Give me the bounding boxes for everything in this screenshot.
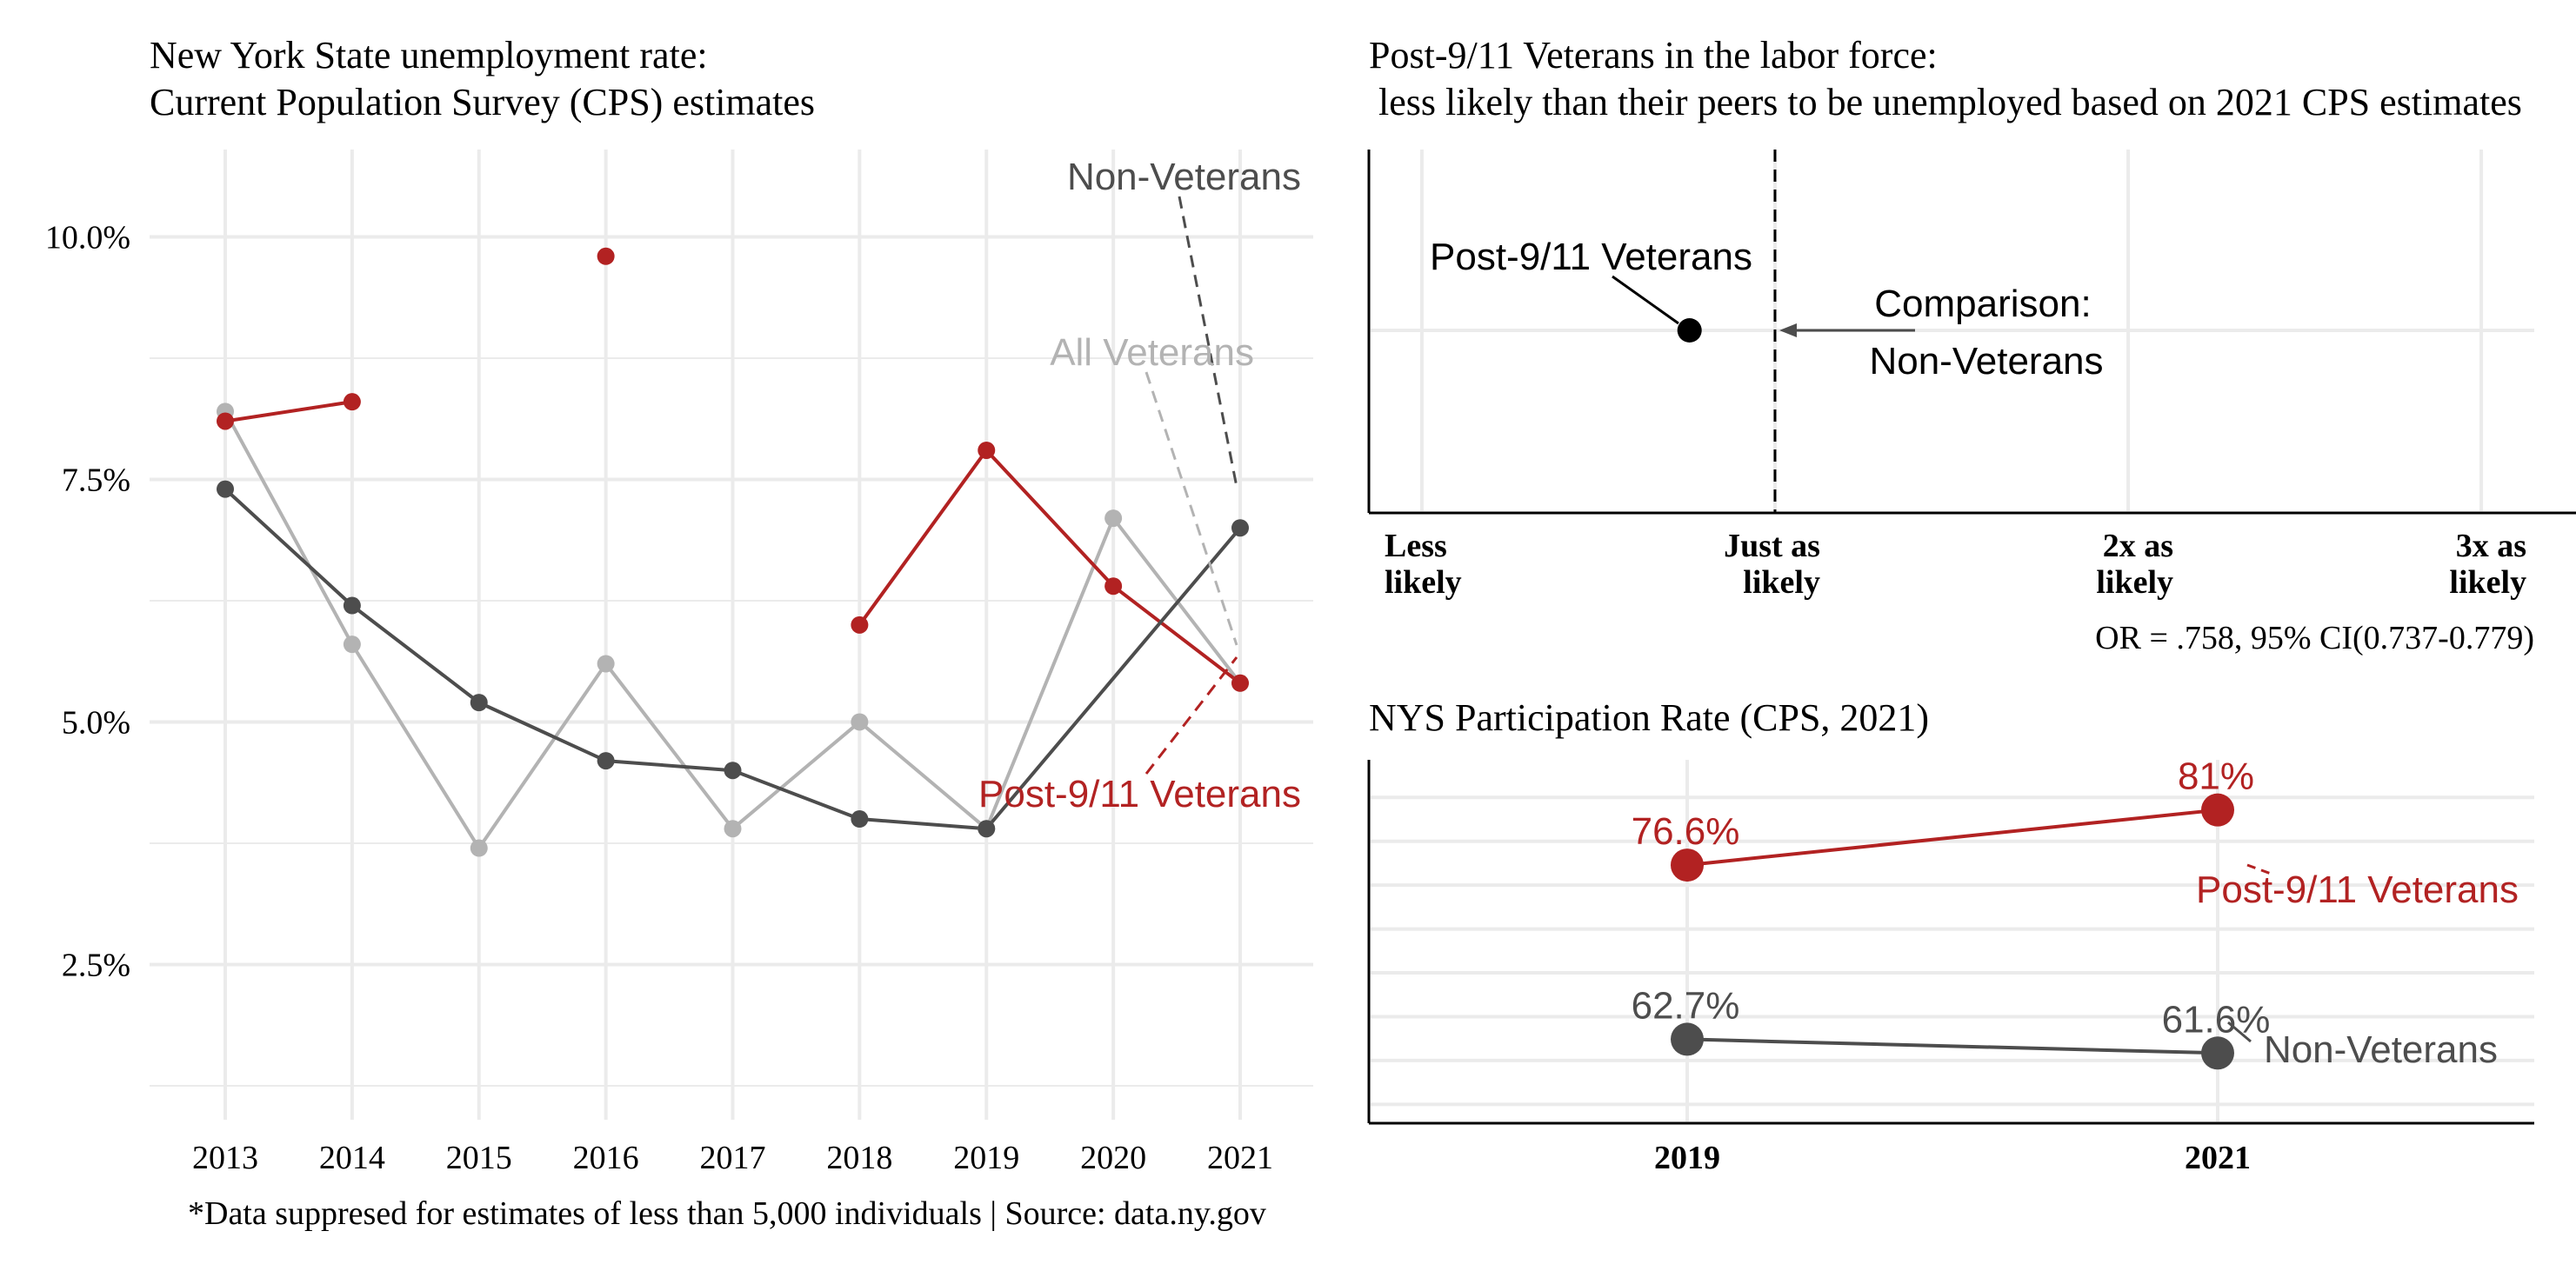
x-tick-label-line1: 2x as [2103, 528, 2173, 564]
post-9-11-veterans-point [597, 247, 615, 265]
non-veterans-participation-point [1671, 1022, 1704, 1056]
unemployment-panel: New York State unemployment rate: Curren… [45, 34, 1313, 1232]
post911-series-label: Post-9/11 Veterans [978, 773, 1301, 815]
unemployment-x-ticks: 2013 2014 2015 2016 2017 2018 2019 2020 2021 [192, 1140, 1273, 1176]
participation-value-labels: 76.6% 81% 62.7% 61.6% [1632, 755, 2271, 1041]
x-tick-label-line2: likely [1385, 564, 1462, 601]
all-veterans-series-label: All Veterans [1050, 331, 1254, 374]
participation-panel: NYS Participation Rate (CPS, 2021) 2019 2… [1367, 696, 2534, 1176]
unemployment-subtitle: Current Population Survey (CPS) estimate… [150, 81, 815, 123]
x-tick-label: 2021 [1207, 1140, 1273, 1176]
participation-x-ticks: 2019 2021 [1654, 1140, 2251, 1176]
x-tick-label-line2: likely [1743, 564, 1820, 601]
x-tick-label: 2014 [319, 1140, 385, 1176]
post-9-11-veterans-point [217, 412, 234, 430]
odds-ratio-title: Post-9/11 Veterans in the labor force: [1369, 34, 1938, 77]
y-tick-label: 5.0% [62, 704, 130, 741]
non-veterans-participation-series-label: Non-Veterans [2264, 1028, 2498, 1071]
unemployment-series-points [217, 247, 1249, 857]
x-tick-label: 2019 [953, 1140, 1019, 1176]
non-veterans-participation-line [1686, 1037, 2219, 1055]
post-9-11-veterans-line [858, 448, 1242, 685]
post911-leader-line [1145, 656, 1238, 775]
post-9-11-veterans-odds-point [1677, 318, 1702, 343]
unemployment-grid [150, 150, 1313, 1120]
x-tick-label: 2015 [446, 1140, 512, 1176]
non-veterans-point [851, 810, 869, 828]
post-9-11-veterans-value-label: 76.6% [1632, 810, 1740, 853]
non-veterans-leader-line [1178, 196, 1238, 488]
unemployment-title: New York State unemployment rate: [150, 34, 708, 77]
x-tick-label: 2013 [192, 1140, 258, 1176]
post-9-11-veterans-point [851, 616, 869, 634]
participation-series-points [1671, 793, 2234, 1070]
non-veterans-point [724, 762, 742, 780]
non-veterans-series-label: Non-Veterans [1067, 156, 1301, 198]
x-tick-label: 2021 [2185, 1140, 2251, 1176]
all-veterans-point [724, 820, 742, 838]
participation-grid [1371, 760, 2534, 1121]
unemployment-caption: *Data suppresed for estimates of less th… [188, 1195, 1266, 1232]
y-tick-label: 2.5% [62, 947, 130, 983]
participation-title: NYS Participation Rate (CPS, 2021) [1369, 696, 1929, 739]
odds-ratio-points [1677, 318, 1702, 343]
participation-series-lines [1686, 808, 2219, 1055]
x-tick-label-line2: likely [2096, 564, 2173, 601]
all-veterans-point [597, 655, 615, 673]
non-veterans-point [343, 596, 361, 615]
comparison-arrow-head [1779, 323, 1797, 337]
non-veterans-point [1231, 519, 1249, 537]
non-veterans-point [217, 480, 234, 498]
all-veterans-point [470, 839, 488, 857]
odds-ratio-panel: Post-9/11 Veterans in the labor force: l… [1367, 34, 2576, 656]
non-veterans-participation-leader [2227, 1021, 2252, 1043]
post911-participation-leader [2246, 863, 2274, 876]
post911-point-label: Post-9/11 Veterans [1430, 236, 1752, 278]
x-tick-label: 2017 [700, 1140, 766, 1176]
x-tick-label-line2: likely [2449, 564, 2526, 601]
non-veterans-participation-point [2201, 1036, 2234, 1070]
all-veterans-point [343, 636, 361, 654]
post-9-11-veterans-line [224, 400, 353, 423]
unemployment-y-ticks: 2.5% 5.0% 7.5% 10.0% [45, 219, 130, 983]
odds-ratio-subtitle: less likely than their peers to be unemp… [1369, 81, 2522, 123]
y-tick-label: 10.0% [45, 219, 130, 256]
comparison-label-line1: Comparison: [1874, 283, 2091, 325]
x-tick-label: 2018 [826, 1140, 892, 1176]
x-tick-label-line1: Less [1385, 528, 1447, 564]
non-veterans-value-label: 61.6% [2162, 998, 2271, 1041]
post-9-11-veterans-participation-line [1686, 808, 2219, 868]
post-9-11-veterans-point [1231, 674, 1249, 692]
post-9-11-veterans-value-label: 81% [2178, 755, 2254, 798]
x-tick-label-line1: Just as [1724, 528, 1820, 564]
all-veterans-leader-line [1145, 371, 1238, 646]
post-9-11-veterans-participation-point [1671, 848, 1704, 882]
x-tick-label: 2016 [573, 1140, 639, 1176]
non-veterans-value-label: 62.7% [1632, 984, 1740, 1027]
post911-point-leader-line [1612, 275, 1679, 325]
odds-ratio-statistic: OR = .758, 95% CI(0.737-0.779) [2095, 620, 2534, 656]
non-veterans-line [984, 526, 1242, 830]
comparison-label-line2: Non-Veterans [1869, 340, 2103, 383]
post911-participation-series-label: Post-9/11 Veterans [2196, 868, 2519, 911]
non-veterans-point [597, 752, 615, 770]
all-veterans-point [1104, 509, 1123, 528]
non-veterans-point [470, 694, 488, 712]
x-tick-label-line1: 3x as [2456, 528, 2526, 564]
non-veterans-point [978, 820, 996, 838]
post-9-11-veterans-point [1104, 577, 1123, 596]
x-tick-label: 2020 [1080, 1140, 1146, 1176]
post-9-11-veterans-participation-point [2201, 793, 2234, 827]
post-9-11-veterans-point [343, 393, 361, 411]
all-veterans-point [851, 713, 869, 731]
x-tick-label: 2019 [1654, 1140, 1720, 1176]
post-9-11-veterans-point [978, 441, 996, 459]
y-tick-label: 7.5% [62, 462, 130, 498]
